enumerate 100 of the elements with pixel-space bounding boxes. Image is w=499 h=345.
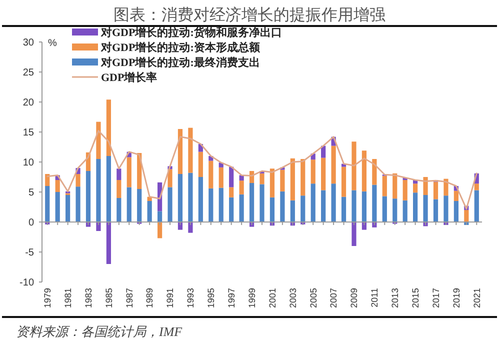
bar [76, 174, 80, 187]
bar [382, 196, 387, 222]
y-tick-label: 0 [28, 218, 34, 228]
bar [352, 142, 356, 190]
bar [229, 197, 234, 222]
bar [300, 159, 306, 196]
bar [260, 173, 264, 184]
bar [106, 222, 111, 264]
bar [331, 184, 336, 222]
bar [290, 158, 295, 200]
bar [341, 166, 346, 197]
y-tick-label: 20 [22, 98, 34, 108]
bar [157, 222, 162, 238]
bar [392, 198, 398, 222]
bar [147, 201, 152, 222]
bar [331, 146, 336, 184]
bar [341, 196, 346, 222]
chart-title: 图表：消费对经济增长的提振作用增强 [114, 6, 386, 24]
x-tick-label: 2009 [349, 288, 360, 308]
bar [444, 178, 448, 196]
bar [290, 200, 295, 222]
x-tick-label: 2015 [410, 288, 420, 308]
bar [66, 195, 70, 222]
x-tick-label: 1987 [124, 288, 134, 308]
bar [280, 170, 285, 192]
bar [96, 222, 101, 231]
y-tick-label: 15 [22, 128, 34, 138]
bar [229, 187, 234, 198]
bar [464, 210, 469, 222]
bar [372, 159, 377, 185]
y-tick-label: -10 [20, 278, 34, 288]
bar [402, 180, 408, 200]
y-tick-label: -5 [25, 248, 34, 258]
bar [352, 222, 356, 246]
bar [321, 158, 326, 190]
bar [178, 174, 183, 222]
x-tick-label: 1991 [165, 288, 176, 308]
x-tick-label: 1993 [186, 288, 196, 308]
x-tick-label: 2007 [328, 288, 339, 308]
bar [188, 128, 193, 173]
bar [444, 196, 448, 222]
y-tick-label: 25 [22, 68, 34, 78]
bar [76, 186, 80, 222]
line-series [46, 130, 478, 210]
bar [208, 188, 214, 222]
x-tick-label: 2001 [267, 288, 278, 308]
bar [45, 186, 50, 222]
bar [433, 182, 438, 200]
bar [218, 167, 224, 188]
x-tick-label: 1981 [62, 288, 73, 308]
bar [168, 169, 172, 188]
x-tick-label: 2013 [390, 288, 400, 308]
bar [474, 184, 479, 190]
bar [270, 197, 275, 222]
bar [352, 190, 356, 222]
y-tick-label: 10 [22, 158, 34, 168]
y-tick-label: 30 [22, 38, 34, 48]
bar [362, 150, 367, 192]
bar [413, 192, 418, 222]
bar [423, 195, 428, 222]
bar [433, 199, 438, 222]
legend-label: GDP增长率 [101, 70, 158, 84]
bar [157, 211, 162, 222]
text: 资料来源：各国统计局，IMF [16, 324, 184, 339]
bar [198, 152, 203, 177]
legend-label: 对GDP增长的拉动:最终消费支出 [100, 56, 260, 69]
bar [106, 156, 111, 222]
bar [126, 187, 132, 222]
x-tick-label: 1995 [206, 288, 216, 308]
bar [321, 146, 326, 158]
bar [126, 157, 132, 188]
bar [300, 196, 306, 222]
bar [96, 122, 101, 159]
bar [260, 184, 264, 222]
x-tick-label: 1979 [42, 288, 53, 308]
x-tick-label: 1985 [104, 288, 114, 308]
bar [362, 191, 367, 222]
bar [310, 184, 316, 222]
bar [96, 159, 101, 222]
bar [45, 174, 50, 186]
bar [178, 129, 183, 174]
bar [321, 190, 326, 222]
y-tick-label: 5 [28, 188, 34, 198]
bar [55, 192, 60, 222]
bar [229, 166, 234, 188]
x-tick-label: 2011 [370, 288, 380, 308]
bar [137, 189, 142, 222]
bar [413, 184, 418, 193]
y-axis-title: % [48, 38, 57, 49]
bar [423, 177, 428, 195]
bar [198, 177, 203, 222]
x-tick-label: 1983 [83, 288, 94, 308]
x-tick-label: 1989 [144, 288, 155, 308]
bar [310, 160, 316, 184]
bar [55, 180, 60, 192]
x-tick-label: 2005 [308, 288, 318, 308]
bar [106, 100, 111, 156]
x-tick-label: 1997 [226, 288, 236, 308]
bar [218, 188, 224, 222]
legend-label: 对GDP增长的拉动:货物和服务净出口 [100, 26, 282, 39]
